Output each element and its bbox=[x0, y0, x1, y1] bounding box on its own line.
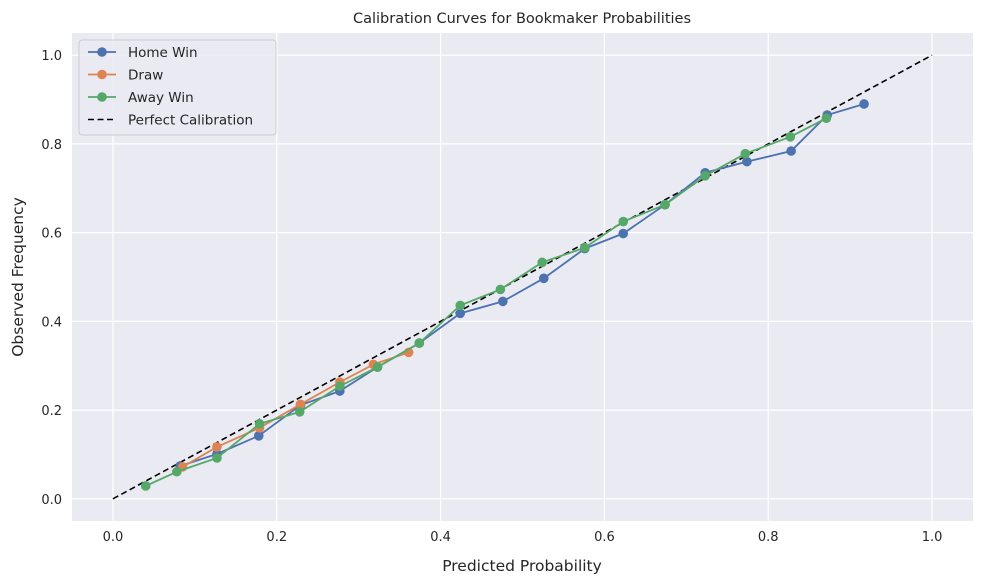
x-tick-label: 0.2 bbox=[266, 530, 287, 545]
y-axis-label: Observed Frequency bbox=[9, 197, 27, 357]
away-win-point bbox=[172, 466, 182, 477]
series-group bbox=[112, 54, 933, 500]
legend-label: Home Win bbox=[128, 45, 198, 61]
away-win-point bbox=[294, 407, 305, 417]
away-win-point bbox=[335, 381, 345, 391]
home-win-point bbox=[742, 156, 752, 167]
legend-item-away-win: Away Win bbox=[88, 90, 194, 106]
away-win-point bbox=[537, 257, 547, 268]
away-win-point bbox=[821, 113, 832, 123]
away-win-point bbox=[212, 453, 222, 463]
y-ticks: 0.0 0.2 0.4 0.6 0.8 1.0 bbox=[41, 49, 62, 508]
home-win-point bbox=[498, 296, 508, 307]
legend-item-draw: Draw bbox=[88, 68, 163, 84]
away-win-point bbox=[618, 216, 629, 227]
away-win-point bbox=[372, 362, 383, 372]
grid bbox=[72, 33, 973, 521]
home-win-point bbox=[859, 99, 869, 109]
series-perfect-calibration bbox=[112, 54, 933, 500]
away-win-point bbox=[455, 300, 466, 311]
home-win-point bbox=[455, 308, 466, 319]
y-tick-label: 0.4 bbox=[41, 315, 62, 330]
y-tick-label: 0.8 bbox=[41, 138, 62, 153]
away-win-point bbox=[414, 338, 425, 348]
draw-point bbox=[212, 442, 222, 452]
away-win-point bbox=[579, 242, 590, 253]
legend: Home Win Draw Away Win Perfect Calibration bbox=[78, 39, 277, 136]
series-away-win bbox=[140, 113, 832, 491]
x-tick-label: 0.0 bbox=[103, 530, 124, 545]
away-win-point bbox=[495, 284, 506, 295]
away-win-point bbox=[700, 171, 710, 181]
y-tick-label: 1.0 bbox=[41, 49, 62, 64]
draw-point bbox=[295, 399, 306, 410]
x-axis-label: Predicted Probability bbox=[442, 557, 602, 575]
y-tick-label: 0.6 bbox=[41, 227, 62, 242]
away-win-point bbox=[254, 419, 265, 429]
x-tick-label: 0.4 bbox=[430, 530, 451, 545]
legend-label: Away Win bbox=[128, 90, 194, 106]
x-tick-label: 0.8 bbox=[758, 530, 779, 545]
home-win-point bbox=[253, 431, 264, 441]
home-win-line bbox=[179, 103, 865, 467]
x-tick-label: 0.6 bbox=[594, 530, 615, 545]
x-ticks: 0.0 0.2 0.4 0.6 0.8 1.0 bbox=[103, 530, 943, 545]
home-win-point bbox=[618, 228, 629, 239]
perfect-calibration-line bbox=[112, 54, 933, 500]
away-win-point bbox=[140, 481, 151, 491]
legend-marker bbox=[97, 69, 107, 80]
legend-marker bbox=[97, 47, 107, 57]
away-win-line bbox=[145, 117, 827, 487]
home-win-point bbox=[538, 273, 549, 284]
legend-item-perfect-calibration: Perfect Calibration bbox=[88, 113, 253, 129]
chart-title: Calibration Curves for Bookmaker Probabi… bbox=[353, 11, 691, 27]
y-tick-label: 0.2 bbox=[41, 404, 62, 419]
x-tick-label: 1.0 bbox=[922, 530, 943, 545]
legend-item-home-win: Home Win bbox=[88, 45, 198, 61]
legend-label: Draw bbox=[128, 68, 163, 84]
legend-marker bbox=[97, 92, 107, 102]
away-win-point bbox=[785, 132, 796, 142]
away-win-point bbox=[740, 148, 751, 159]
legend-label: Perfect Calibration bbox=[128, 113, 253, 129]
y-tick-label: 0.0 bbox=[41, 493, 62, 508]
legend-box bbox=[78, 39, 277, 136]
home-win-point bbox=[786, 146, 796, 156]
away-win-point bbox=[660, 199, 670, 210]
